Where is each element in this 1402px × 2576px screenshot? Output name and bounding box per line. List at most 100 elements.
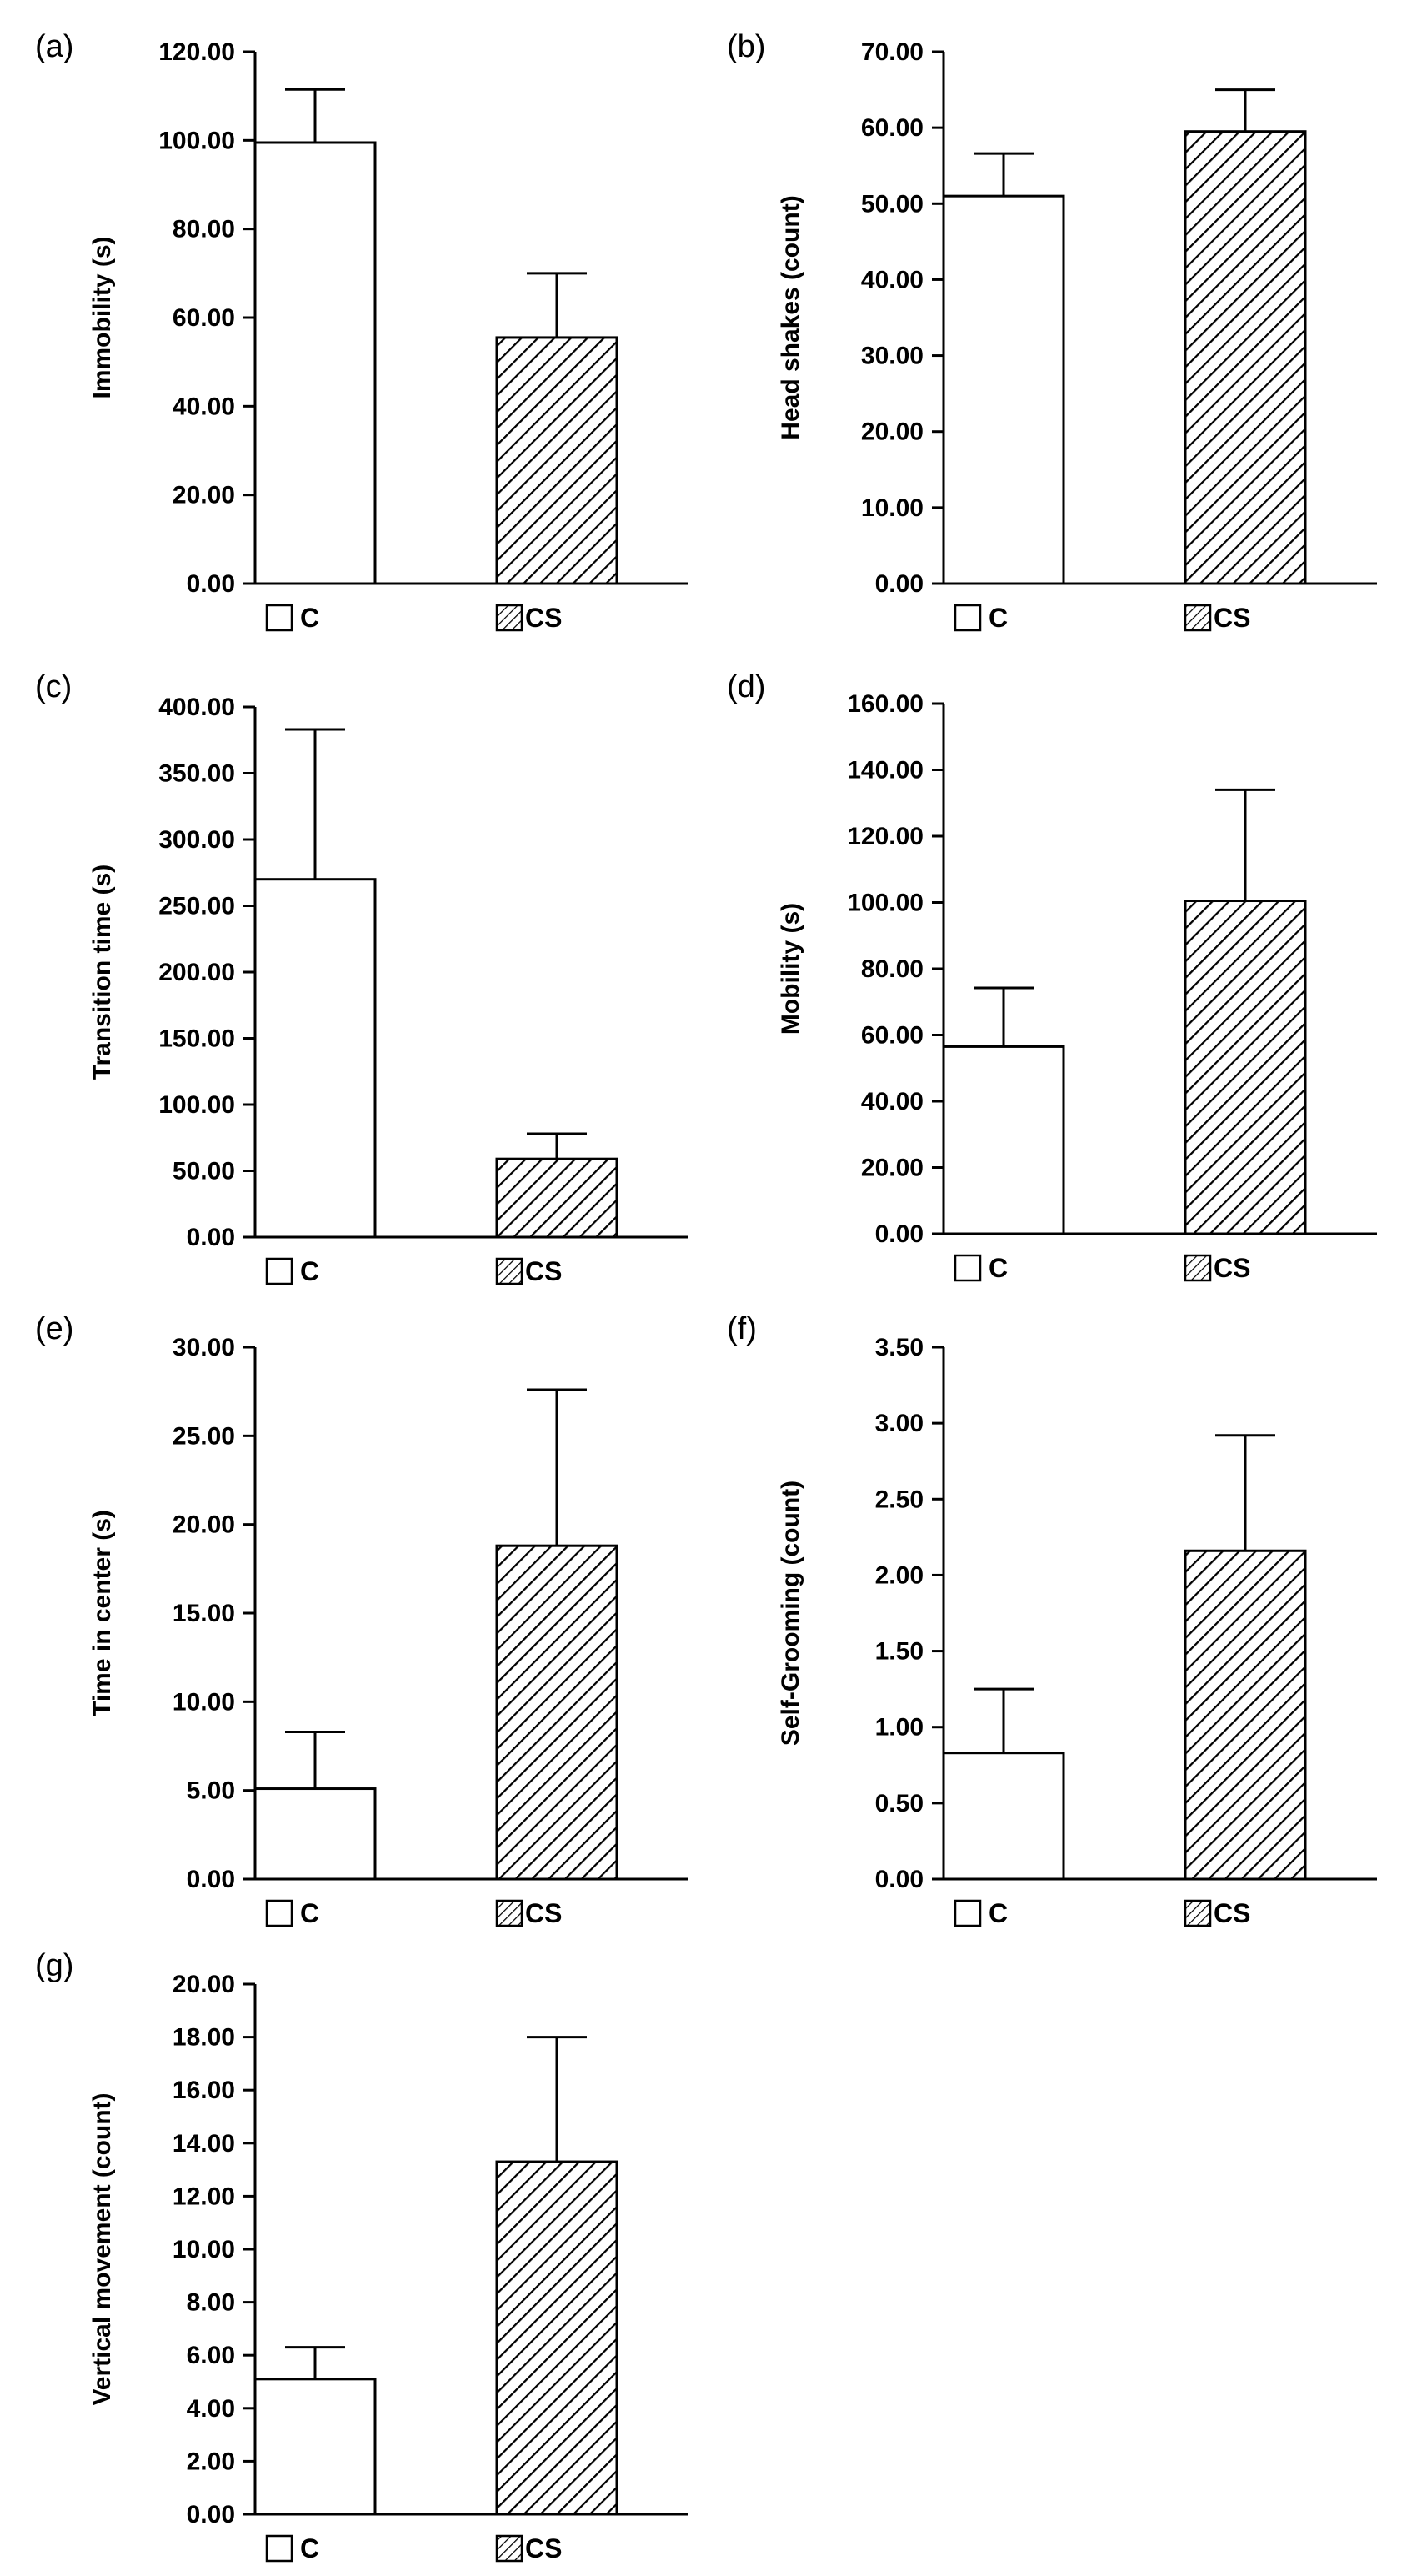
- y-axis-title: Immobility (s): [88, 236, 116, 398]
- y-tick-label: 0.00: [187, 2501, 235, 2528]
- y-tick-label: 350.00: [158, 760, 235, 788]
- legend-swatch-control: [954, 1899, 982, 1927]
- chart-panel: (c) 0.00 50.00 100.00 150.00 200.00 250.00 300.…: [35, 669, 688, 1286]
- y-tick-label: 150.00: [158, 1025, 235, 1053]
- legend-label-control: C: [300, 603, 319, 633]
- y-tick-label: 250.00: [158, 893, 235, 920]
- y-axis-title: Mobility (s): [777, 903, 804, 1035]
- y-tick-label: 16.00: [173, 2077, 235, 2104]
- legend-swatch-control: [265, 604, 293, 632]
- legend-label-control: C: [300, 1256, 319, 1286]
- y-tick-label: 1.50: [875, 1638, 924, 1666]
- legend-swatch-treatment: [495, 604, 523, 632]
- y-tick-label: 8.00: [187, 2289, 235, 2317]
- y-tick-label: 30.00: [173, 1334, 235, 1361]
- y-tick-label: 18.00: [173, 2024, 235, 2052]
- legend-label-treatment: CS: [1214, 1898, 1250, 1928]
- panel-letter: (d): [727, 669, 765, 704]
- legend-swatch-control: [954, 1254, 982, 1282]
- bar-treatment: [495, 1157, 618, 1239]
- legend-label-treatment: CS: [525, 2533, 562, 2563]
- bar-control: [942, 1752, 1065, 1881]
- bar-treatment: [495, 336, 618, 585]
- legend-swatch-control: [265, 1257, 293, 1285]
- y-tick-label: 10.00: [173, 2236, 235, 2263]
- y-tick-label: 0.00: [187, 570, 235, 598]
- y-tick-label: 60.00: [861, 114, 924, 142]
- y-tick-label: 120.00: [158, 38, 235, 66]
- legend-label-treatment: CS: [525, 603, 562, 633]
- y-tick-label: 20.00: [173, 482, 235, 509]
- y-tick-label: 14.00: [173, 2130, 235, 2158]
- y-tick-label: 70.00: [861, 38, 924, 66]
- y-tick-label: 100.00: [158, 1091, 235, 1119]
- y-tick-label: 40.00: [861, 1088, 924, 1115]
- y-tick-label: 50.00: [173, 1158, 235, 1185]
- y-tick-label: 2.00: [187, 2448, 235, 2475]
- y-tick-label: 0.50: [875, 1790, 924, 1817]
- y-tick-label: 160.00: [847, 690, 924, 718]
- bar-control: [253, 141, 377, 585]
- y-axis-title: Time in center (s): [88, 1510, 116, 1716]
- bar-treatment: [1184, 1549, 1307, 1881]
- panel-letter: (e): [35, 1311, 73, 1346]
- y-tick-label: 3.00: [875, 1410, 924, 1437]
- y-tick-label: 80.00: [173, 216, 235, 243]
- y-tick-label: 100.00: [847, 890, 924, 917]
- y-tick-label: 3.50: [875, 1334, 924, 1361]
- y-axis-title: Self-Grooming (count): [777, 1481, 804, 1746]
- y-tick-label: 25.00: [173, 1422, 235, 1450]
- bar-control: [253, 2378, 377, 2516]
- legend-label-treatment: CS: [1214, 1253, 1250, 1283]
- y-axis-title: Transition time (s): [88, 865, 116, 1080]
- bar-treatment: [495, 1544, 618, 1881]
- panel-letter: (b): [727, 29, 765, 64]
- legend-swatch-control: [954, 604, 982, 632]
- legend-swatch-treatment: [1184, 1254, 1212, 1282]
- legend-swatch-control: [265, 2534, 293, 2563]
- bar-control: [942, 1045, 1065, 1235]
- y-tick-label: 140.00: [847, 757, 924, 784]
- bar-control: [942, 194, 1065, 585]
- y-tick-label: 0.00: [187, 1224, 235, 1251]
- y-tick-label: 30.00: [861, 343, 924, 370]
- legend-swatch-control: [265, 1899, 293, 1927]
- y-tick-label: 2.00: [875, 1561, 924, 1589]
- y-tick-label: 5.00: [187, 1777, 235, 1805]
- y-tick-label: 10.00: [173, 1688, 235, 1716]
- panel-letter: (a): [35, 29, 73, 64]
- y-tick-label: 0.00: [875, 1866, 924, 1893]
- legend-label-treatment: CS: [525, 1256, 562, 1286]
- bar-control: [253, 878, 377, 1239]
- legend-label-control: C: [989, 603, 1008, 633]
- y-tick-label: 0.00: [875, 1220, 924, 1248]
- y-axis-title: Head shakes (count): [777, 195, 804, 439]
- y-tick-label: 50.00: [861, 190, 924, 218]
- panel-letter: (f): [727, 1311, 757, 1346]
- y-tick-label: 40.00: [173, 393, 235, 420]
- y-tick-label: 100.00: [158, 127, 235, 154]
- legend-swatch-treatment: [495, 2534, 523, 2563]
- y-tick-label: 300.00: [158, 826, 235, 854]
- legend-label-control: C: [300, 1898, 319, 1928]
- chart-panel: (d) 0.00 20.00 40.00 60.00 80.00 100.00 120.00 1…: [727, 669, 1377, 1283]
- y-tick-label: 20.00: [173, 1511, 235, 1539]
- y-tick-label: 12.00: [173, 2183, 235, 2210]
- y-tick-label: 200.00: [158, 959, 235, 986]
- bar-treatment: [1184, 900, 1307, 1235]
- legend-swatch-treatment: [495, 1257, 523, 1285]
- chart-panel: (g) 0.00 2.00 4.00 6.00 8.00 10.00 12.00 14.00 16…: [35, 1948, 688, 2563]
- chart-panel: (b) 0.00 10.00 20.00 30.00 40.00 50.00 60.00 70.…: [727, 29, 1377, 633]
- legend-label-treatment: CS: [525, 1898, 562, 1928]
- bar-treatment: [1184, 130, 1307, 585]
- legend-label-control: C: [989, 1898, 1008, 1928]
- y-tick-label: 20.00: [861, 418, 924, 446]
- chart-panel: (e) 0.00 5.00 10.00 15.00 20.00 25.00 30.00 Time…: [35, 1311, 688, 1928]
- legend-label-control: C: [989, 1253, 1008, 1283]
- y-tick-label: 15.00: [173, 1600, 235, 1627]
- y-tick-label: 80.00: [861, 955, 924, 983]
- y-tick-label: 4.00: [187, 2395, 235, 2423]
- bar-control: [253, 1787, 377, 1881]
- legend-swatch-treatment: [1184, 1899, 1212, 1927]
